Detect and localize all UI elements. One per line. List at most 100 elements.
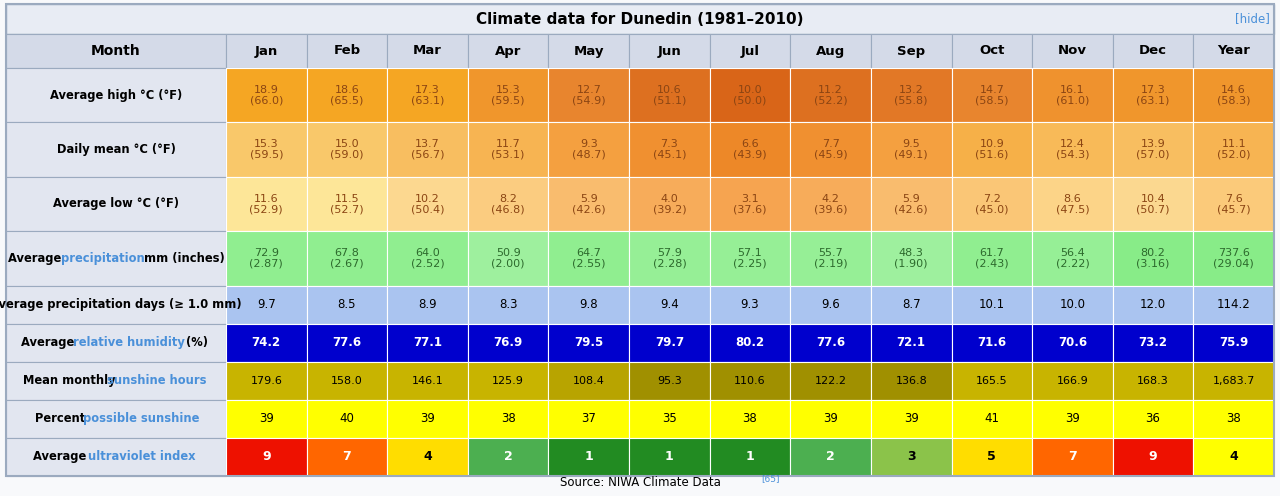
Bar xyxy=(227,400,307,438)
Text: 4: 4 xyxy=(1229,450,1238,463)
Bar xyxy=(951,68,1032,123)
Text: 38: 38 xyxy=(742,412,758,426)
Text: 77.6: 77.6 xyxy=(817,336,845,349)
Bar xyxy=(870,123,951,177)
Text: 10.9
(51.6): 10.9 (51.6) xyxy=(975,139,1009,160)
Bar xyxy=(307,68,388,123)
Bar xyxy=(548,231,628,286)
Bar xyxy=(307,324,388,362)
Bar xyxy=(1193,400,1274,438)
Text: Jul: Jul xyxy=(741,45,759,58)
Bar xyxy=(307,177,388,231)
Text: Dec: Dec xyxy=(1139,45,1167,58)
Bar xyxy=(307,231,388,286)
Bar xyxy=(548,400,628,438)
Text: 39: 39 xyxy=(823,412,838,426)
Bar xyxy=(6,34,227,68)
Text: 37: 37 xyxy=(581,412,596,426)
Bar xyxy=(790,324,870,362)
Text: 57.9
(2.28): 57.9 (2.28) xyxy=(653,248,686,269)
Text: 11.7
(53.1): 11.7 (53.1) xyxy=(492,139,525,160)
Text: Average low °C (°F): Average low °C (°F) xyxy=(52,197,179,210)
Text: 179.6: 179.6 xyxy=(251,376,283,386)
Text: 74.2: 74.2 xyxy=(252,336,280,349)
Bar xyxy=(790,123,870,177)
Text: 39: 39 xyxy=(259,412,274,426)
Text: 9.5
(49.1): 9.5 (49.1) xyxy=(895,139,928,160)
Bar xyxy=(628,400,709,438)
Bar xyxy=(6,438,227,476)
Text: 4.0
(39.2): 4.0 (39.2) xyxy=(653,193,686,214)
Bar xyxy=(870,231,951,286)
Bar xyxy=(548,68,628,123)
Bar xyxy=(6,231,227,286)
Text: 13.2
(55.8): 13.2 (55.8) xyxy=(895,85,928,106)
Bar xyxy=(227,34,307,68)
Text: 95.3: 95.3 xyxy=(657,376,682,386)
Text: 80.2: 80.2 xyxy=(736,336,764,349)
Bar xyxy=(1032,324,1112,362)
Bar xyxy=(227,362,307,400)
Text: 12.0: 12.0 xyxy=(1140,298,1166,311)
Text: 6.6
(43.9): 6.6 (43.9) xyxy=(733,139,767,160)
Text: 2: 2 xyxy=(504,450,512,463)
Bar xyxy=(790,438,870,476)
Bar xyxy=(709,34,790,68)
Bar xyxy=(307,123,388,177)
Bar xyxy=(227,231,307,286)
Bar xyxy=(468,362,548,400)
Text: 9: 9 xyxy=(262,450,270,463)
Bar xyxy=(951,362,1032,400)
Bar xyxy=(790,400,870,438)
Bar xyxy=(1032,438,1112,476)
Bar xyxy=(951,231,1032,286)
Bar xyxy=(1112,362,1193,400)
Text: 1: 1 xyxy=(746,450,754,463)
Text: 8.7: 8.7 xyxy=(902,298,920,311)
Text: 2: 2 xyxy=(827,450,835,463)
Text: Climate data for Dunedin (1981–2010): Climate data for Dunedin (1981–2010) xyxy=(476,11,804,26)
Text: 73.2: 73.2 xyxy=(1139,336,1167,349)
Text: 64.0
(2.52): 64.0 (2.52) xyxy=(411,248,444,269)
Bar xyxy=(709,286,790,324)
Bar xyxy=(1193,231,1274,286)
Text: 4.2
(39.6): 4.2 (39.6) xyxy=(814,193,847,214)
Bar xyxy=(227,123,307,177)
Bar xyxy=(951,286,1032,324)
Bar xyxy=(951,438,1032,476)
Text: 10.1: 10.1 xyxy=(979,298,1005,311)
Text: 39: 39 xyxy=(420,412,435,426)
Bar xyxy=(870,68,951,123)
Text: 737.6
(29.04): 737.6 (29.04) xyxy=(1213,248,1254,269)
Bar xyxy=(227,324,307,362)
Text: 75.9: 75.9 xyxy=(1219,336,1248,349)
Text: 41: 41 xyxy=(984,412,1000,426)
Bar xyxy=(468,286,548,324)
Bar xyxy=(1112,123,1193,177)
Bar xyxy=(709,177,790,231)
Text: [65]: [65] xyxy=(760,475,780,484)
Bar xyxy=(548,324,628,362)
Text: 70.6: 70.6 xyxy=(1057,336,1087,349)
Text: 108.4: 108.4 xyxy=(573,376,604,386)
Text: 8.2
(46.8): 8.2 (46.8) xyxy=(492,193,525,214)
Bar xyxy=(468,177,548,231)
Bar xyxy=(628,324,709,362)
Bar xyxy=(1112,231,1193,286)
Bar xyxy=(709,324,790,362)
Text: 10.4
(50.7): 10.4 (50.7) xyxy=(1137,193,1170,214)
Text: Average high °C (°F): Average high °C (°F) xyxy=(50,89,182,102)
Bar xyxy=(870,438,951,476)
Text: 7: 7 xyxy=(343,450,351,463)
Bar xyxy=(227,438,307,476)
Text: 8.5: 8.5 xyxy=(338,298,356,311)
Text: Jan: Jan xyxy=(255,45,278,58)
Text: 4: 4 xyxy=(424,450,431,463)
Text: Average precipitation days (≥ 1.0 mm): Average precipitation days (≥ 1.0 mm) xyxy=(0,298,242,311)
Bar xyxy=(1193,438,1274,476)
Bar xyxy=(6,123,227,177)
Bar xyxy=(951,123,1032,177)
Text: 17.3
(63.1): 17.3 (63.1) xyxy=(1137,85,1170,106)
Bar xyxy=(870,400,951,438)
Text: 136.8: 136.8 xyxy=(895,376,927,386)
